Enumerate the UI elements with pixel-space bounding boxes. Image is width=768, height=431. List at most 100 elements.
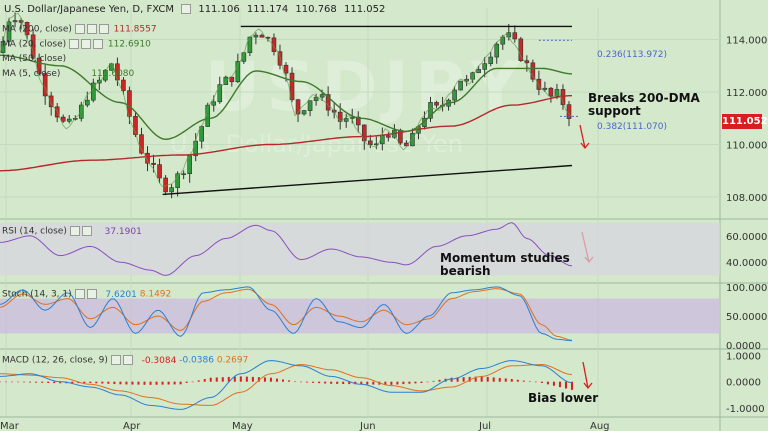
candle-body: [36, 57, 42, 74]
macd-hist-bar: [414, 381, 417, 384]
macd-axis-tick: 1.0000: [726, 351, 761, 362]
macd-hist-bar: [41, 381, 44, 383]
macd-hist-bar: [438, 379, 441, 382]
close-icon[interactable]: [86, 289, 97, 299]
gear-icon[interactable]: [81, 39, 92, 49]
candle-body: [301, 110, 307, 115]
candle-body: [12, 20, 18, 23]
candle-body: [241, 52, 247, 62]
eye-icon[interactable]: [69, 39, 80, 49]
macd-hist-bar: [390, 381, 393, 385]
macd-hist-bar: [239, 376, 242, 382]
macd-hist-bar: [161, 381, 164, 385]
macd-hist-bar: [366, 381, 369, 385]
macd-hist-bar: [402, 381, 405, 385]
macd-hist-bar: [71, 381, 74, 384]
close-icon[interactable]: [93, 39, 104, 49]
candle-body: [337, 111, 343, 122]
candle-body: [121, 79, 126, 91]
macd-hist-bar: [534, 381, 537, 383]
macd-hist-bar: [167, 381, 170, 385]
header: U.S. Dollar/Japanese Yen, D, FXCM 111.10…: [4, 4, 389, 15]
macd-hist-bar: [185, 381, 188, 383]
gear-icon[interactable]: [69, 226, 80, 236]
macd-hist-bar: [516, 379, 519, 382]
ohlc-open: 111.106: [198, 4, 240, 15]
gear-icon[interactable]: [86, 24, 97, 34]
ma-value-4: 111.6080: [91, 69, 135, 79]
ma-value-1: 111.8557: [113, 24, 157, 35]
close-icon[interactable]: [98, 24, 109, 34]
macd-hist-bar: [474, 376, 477, 382]
candle-body: [217, 84, 223, 103]
candle-body: [283, 64, 289, 74]
annotation-breaks-line1: Breaks 200-DMA: [588, 91, 700, 105]
annotation-momentum: Momentum studies bearish: [440, 252, 570, 278]
macd-hist-bar: [306, 381, 309, 383]
candle-body: [506, 32, 512, 38]
macd-hist-bar: [53, 381, 56, 384]
fib-382-label: 0.382(111.070): [597, 122, 668, 132]
macd-hist-bar: [119, 381, 122, 385]
candle-body: [24, 21, 30, 36]
macd-hist-bar: [348, 381, 351, 385]
candle-body: [6, 21, 12, 42]
macd-hist-bar: [498, 377, 501, 382]
candle-body: [367, 140, 373, 145]
candle-body: [343, 118, 349, 122]
stoch-k-line: [0, 286, 573, 342]
candle-body: [175, 173, 180, 188]
stoch-d-line: [0, 288, 573, 341]
macd-hist-bar: [23, 381, 26, 383]
candle-body: [554, 89, 560, 97]
ma-fast-line: [0, 12, 573, 187]
macd-hist-bar: [420, 381, 423, 383]
ohlc-high: 111.174: [246, 4, 289, 15]
candle-body: [428, 102, 433, 119]
candle-body: [536, 78, 542, 90]
ma-mid-line: [0, 54, 573, 141]
candle-body: [127, 90, 132, 117]
candle-body: [181, 173, 186, 176]
annotation-breaks: Breaks 200-DMA support: [588, 92, 700, 118]
candle-body: [187, 155, 192, 175]
macd-hist-bar: [450, 377, 453, 382]
candle-body: [139, 134, 144, 154]
macd-arrow: [582, 361, 589, 389]
gear-icon[interactable]: [74, 289, 85, 299]
annotation-momentum-line2: bearish: [440, 264, 491, 278]
close-icon[interactable]: [81, 226, 92, 236]
macd-hist-bar: [209, 377, 212, 382]
macd-hist-bar: [552, 381, 555, 386]
macd-hist-bar: [197, 380, 200, 382]
gear-icon[interactable]: [110, 355, 121, 365]
close-icon[interactable]: [122, 355, 133, 365]
macd-hist-bar: [245, 376, 248, 382]
macd-hist-bar: [468, 376, 471, 382]
price-arrow: [579, 124, 586, 149]
candle-body: [512, 32, 518, 40]
candle-body: [103, 70, 108, 81]
price-axis-tick: 112.000: [726, 88, 767, 99]
macd-hist-bar: [522, 380, 525, 382]
eye-icon[interactable]: [74, 24, 85, 34]
ma-label-2: MA (20, close) 112.6910: [2, 39, 151, 50]
candle-body: [66, 118, 72, 122]
macd-hist-bar: [17, 381, 20, 383]
ma-label-4: MA (5, close) 111.6080: [2, 69, 135, 79]
macd-axis-tick: 0.0000: [726, 378, 761, 389]
stoch-axis-tick: 100.0000: [726, 283, 768, 294]
stoch-band: [0, 298, 720, 334]
candle-body: [548, 87, 554, 97]
macd-hist-bar: [137, 381, 140, 385]
macd-hist-bar: [456, 377, 459, 382]
macd-hist-bar: [540, 381, 543, 383]
macd-hist-bar: [492, 377, 495, 382]
macd-hist-bar: [95, 381, 98, 384]
macd-hist-bar: [312, 381, 315, 383]
stoch-axis-tick: 50.0000: [726, 312, 767, 323]
candle-body: [542, 87, 548, 90]
rsi-band: [0, 222, 720, 276]
settings-toggle-icon[interactable]: [181, 4, 192, 14]
